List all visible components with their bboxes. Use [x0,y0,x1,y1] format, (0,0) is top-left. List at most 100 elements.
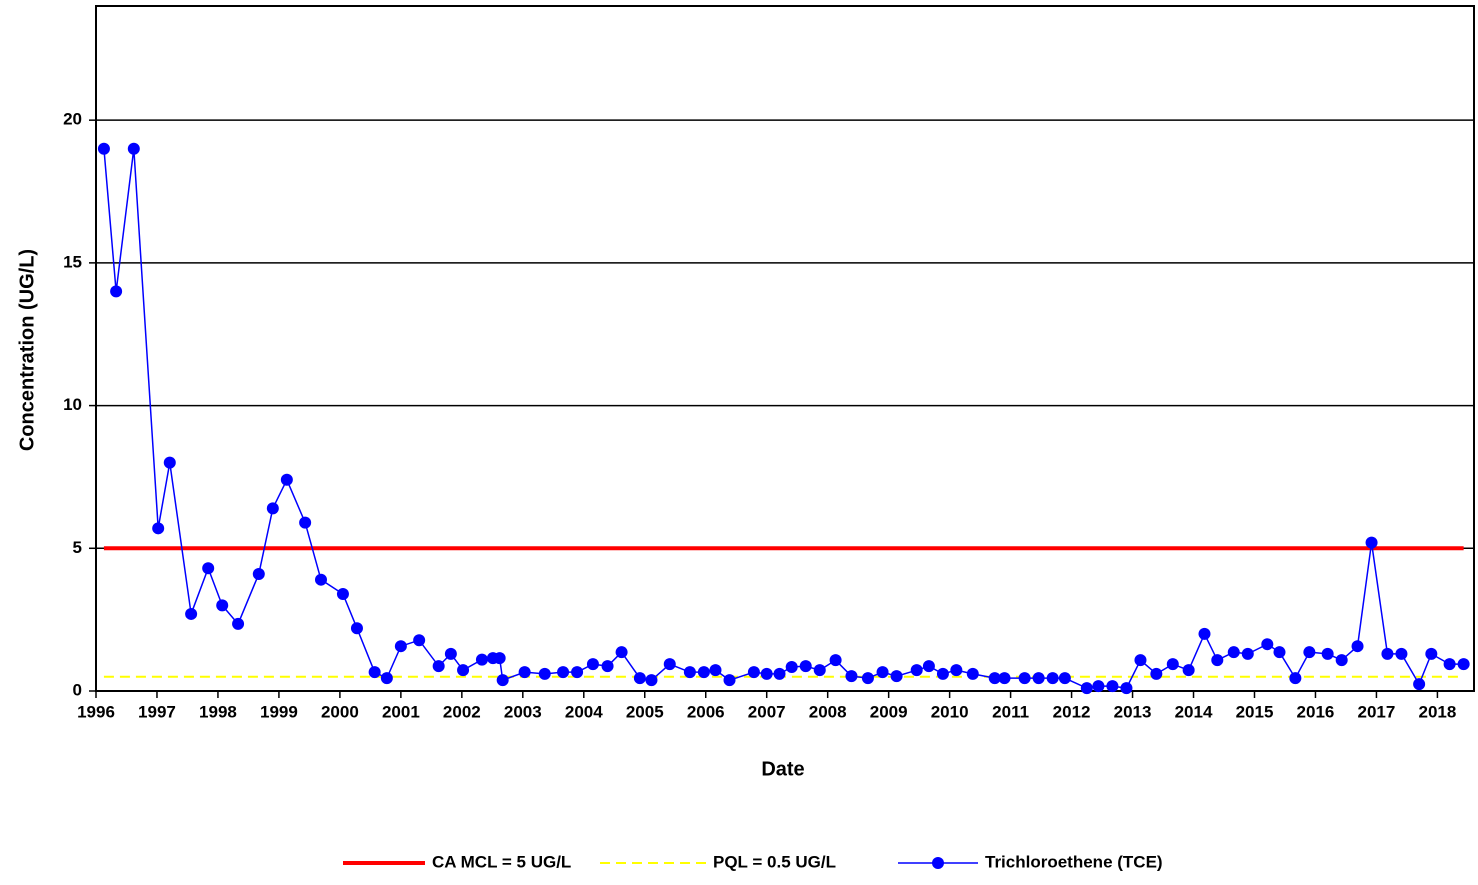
data-point [280,473,293,486]
legend-label: Trichloroethene (TCE) [985,852,1163,871]
data-point [432,660,445,673]
data-point [760,667,773,680]
data-point [252,567,265,580]
x-tick-label: 2009 [870,702,908,721]
data-point [1261,638,1274,651]
data-point [163,456,176,469]
data-point [216,599,229,612]
data-point [1046,672,1059,685]
data-point [266,502,279,515]
data-point [1032,672,1045,685]
x-tick-label: 2016 [1297,702,1335,721]
data-point [1425,647,1438,660]
x-tick-label: 2014 [1175,702,1213,721]
data-point [1365,536,1378,549]
x-tick-label: 1998 [199,702,237,721]
x-tick-label: 2008 [809,702,847,721]
data-point [1134,654,1147,667]
data-point [1443,658,1456,671]
data-point [988,672,1001,685]
y-tick-label: 20 [63,110,82,129]
data-point [601,660,614,673]
data-point [152,522,165,535]
x-tick-label: 2013 [1114,702,1152,721]
data-point [1182,664,1195,677]
legend-label: PQL = 0.5 UG/L [713,852,836,871]
data-point [299,516,312,529]
x-tick-label: 2003 [504,702,542,721]
data-point [922,660,935,673]
data-point [110,285,123,298]
data-point [518,666,531,679]
data-point [799,660,812,673]
data-point [314,573,327,586]
data-point [394,640,407,653]
data-point [1227,646,1240,659]
x-tick-label: 1996 [77,702,115,721]
y-tick-label: 5 [73,538,82,557]
x-tick-label: 2000 [321,702,359,721]
data-point [557,666,570,679]
data-point [571,666,584,679]
x-tick-label: 1997 [138,702,176,721]
data-point [709,664,722,677]
data-point [936,667,949,680]
data-point [773,667,786,680]
x-tick-label: 2012 [1053,702,1091,721]
data-point [633,672,646,685]
legend-label: CA MCL = 5 UG/L [432,852,571,871]
y-tick-label: 15 [63,252,82,271]
data-point [1381,647,1394,660]
data-point [185,607,198,620]
data-point [97,142,110,155]
data-point [785,661,798,674]
data-point [475,653,488,666]
data-point [1150,667,1163,680]
data-point [1457,658,1470,671]
data-point [1273,646,1286,659]
data-point [202,562,215,575]
y-tick-label: 0 [73,680,82,699]
data-point [1166,658,1179,671]
data-point [538,667,551,680]
data-point [998,672,1011,685]
data-point [368,666,381,679]
data-point [493,652,506,665]
data-point [1395,647,1408,660]
data-point [1241,647,1254,660]
data-point [232,617,245,630]
x-tick-label: 1999 [260,702,298,721]
data-point [950,664,963,677]
x-tick-label: 2011 [992,702,1029,721]
plot-area [95,5,1475,692]
data-point [876,666,889,679]
data-point [350,622,363,635]
data-point [845,670,858,683]
data-point [1321,647,1334,660]
data-point [747,666,760,679]
data-point [380,672,393,685]
data-point [966,667,979,680]
x-tick-label: 2002 [443,702,481,721]
data-point [1335,654,1348,667]
data-point [890,670,903,683]
data-point [1303,646,1316,659]
data-point [1289,672,1302,685]
data-point [910,664,923,677]
data-point [1106,680,1119,693]
data-point [813,664,826,677]
data-point [457,664,470,677]
data-point [1092,680,1105,693]
data-point [444,647,457,660]
y-tick-label: 10 [63,395,82,414]
x-tick-label: 2017 [1358,702,1396,721]
data-point [1120,682,1133,695]
data-point [723,674,736,687]
data-point [829,654,842,667]
data-point [615,646,628,659]
data-point [586,658,599,671]
x-tick-label: 2004 [565,702,603,721]
x-tick-label: 2005 [626,702,664,721]
